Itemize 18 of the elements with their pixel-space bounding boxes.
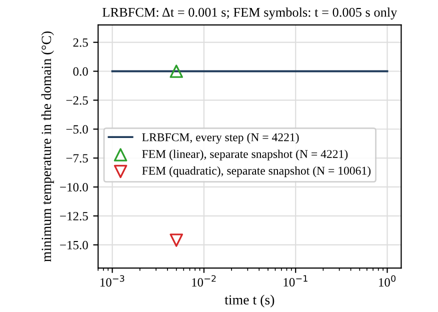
y-tick-label: 0.0: [73, 67, 88, 76]
chart-title: LRBFCM: Δt = 0.001 s; FEM symbols: t = 0.005 s only: [102, 7, 398, 20]
x-tick-label: 10$^{−2}$: [192, 275, 216, 287]
y-tick-label: −5.0: [66, 125, 88, 134]
legend-label: LRBFCM, every step (N = 4221): [142, 132, 299, 144]
y-tick-label: −15.0: [60, 240, 88, 250]
y-tick-label: −12.5: [60, 212, 88, 220]
x-tick-label: 10$^{−3}$: [100, 275, 124, 287]
y-tick-label: −10.0: [60, 183, 88, 192]
x-tick-label: 10$^{−1}$: [284, 275, 308, 286]
x-axis-title: time t (s): [224, 294, 274, 308]
x-tick-label: 10$^{0}$: [379, 275, 396, 287]
y-tick-label: −7.5: [66, 154, 88, 163]
y-tick-label: −2.5: [66, 96, 88, 105]
y-axis-title: minimum temperature in the domain (°C): [41, 31, 54, 262]
legend-label: FEM (quadratic), separate snapshot (N = 10061): [142, 166, 371, 178]
legend-label: FEM (linear), separate snapshot (N = 4221): [142, 150, 348, 160]
y-tick-label: 2.5: [73, 38, 88, 47]
